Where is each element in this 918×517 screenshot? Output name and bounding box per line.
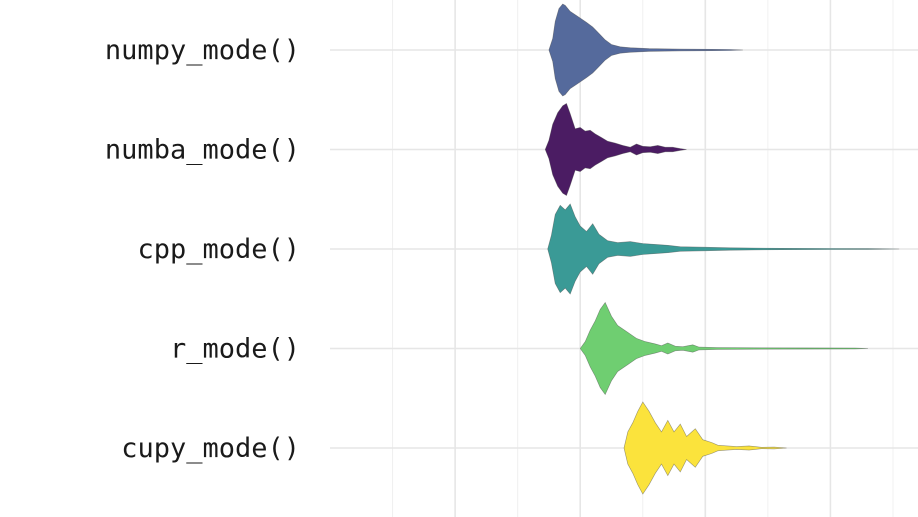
violin-numpymode xyxy=(548,3,743,97)
category-label: numba_mode() xyxy=(105,135,300,166)
violin-numbamode xyxy=(544,103,687,196)
violins xyxy=(544,3,900,495)
violin-rmode xyxy=(579,301,869,396)
category-label: r_mode() xyxy=(170,334,300,365)
violin-cppmode xyxy=(547,203,900,295)
category-label: numpy_mode() xyxy=(105,35,300,66)
violin-cupymode xyxy=(623,401,787,495)
category-label: cupy_mode() xyxy=(121,433,300,464)
grid xyxy=(330,0,918,517)
category-labels: numpy_mode() numba_mode() cpp_mode() r_mode… xyxy=(105,35,300,464)
category-label: cpp_mode() xyxy=(137,234,300,265)
